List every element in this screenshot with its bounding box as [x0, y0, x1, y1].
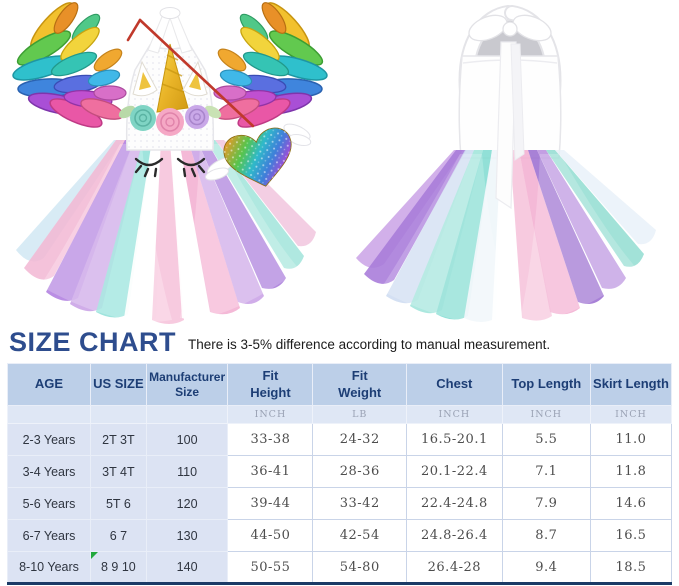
front-dress-image	[12, 0, 331, 324]
table-cell: 8-10 Years	[7, 551, 91, 584]
table-cell: 7.9	[501, 487, 591, 520]
column-header: Fit Weight	[312, 363, 408, 406]
table-cell: 24-32	[312, 423, 408, 456]
table-cell: 11.8	[589, 455, 673, 488]
halter-straps	[147, 7, 193, 54]
measurement-note: There is 3-5% difference according to ma…	[188, 337, 551, 352]
unit-cell	[7, 405, 91, 424]
product-images	[12, 0, 656, 324]
unicorn-ears	[132, 60, 208, 97]
unit-cell	[90, 405, 147, 424]
table-cell: 100	[145, 423, 229, 456]
table-cell: 26.4-28	[406, 551, 503, 584]
sequin-heart-purse	[223, 127, 292, 187]
table-cell: 120	[145, 487, 229, 520]
unit-cell: INCH	[589, 405, 673, 424]
table-row: 8-10 Years 8 9 10 140 50-55 54-80 26.4-28 9.4 1…	[7, 551, 673, 584]
table-row: 6-7 Years 6 7 130 44-50 42-54 24.8-26.4 8.7 16.…	[7, 519, 673, 552]
unit-cell: INCH	[406, 405, 503, 424]
flower-crown	[118, 105, 222, 136]
unit-cell: INCH	[227, 405, 314, 424]
table-row: 2-3 Years 2T 3T 100 33-38 24-32 16.5-20.1 5.5 1…	[7, 423, 673, 456]
table-cell: 3T 4T	[90, 455, 147, 488]
table-cell: 5.5	[501, 423, 591, 456]
column-header: Chest	[406, 363, 503, 406]
corner-marker-icon	[91, 552, 98, 559]
table-cell: 7.1	[501, 455, 591, 488]
table-cell: 33-42	[312, 487, 408, 520]
table-cell: 6-7 Years	[7, 519, 91, 552]
table-cell: 28-36	[312, 455, 408, 488]
table-cell: 44-50	[227, 519, 314, 552]
back-sash-ribbon	[495, 41, 525, 210]
table-cell: 50-55	[227, 551, 314, 584]
table-cell: 33-38	[227, 423, 314, 456]
unit-cell: LB	[312, 405, 408, 424]
table-cell: 8 9 10	[90, 551, 147, 584]
size-chart-header: SIZE CHART There is 3-5% difference acco…	[9, 329, 671, 356]
table-cell: 3-4 Years	[7, 455, 91, 488]
rainbow-wings	[12, 0, 331, 134]
table-cell: 39-44	[227, 487, 314, 520]
table-cell: 9.4	[501, 551, 591, 584]
table-cell: 36-41	[227, 455, 314, 488]
table-cell: 11.0	[589, 423, 673, 456]
table-cell: 20.1-22.4	[406, 455, 503, 488]
column-header: Fit Height	[227, 363, 314, 406]
table-cell: 6 7	[90, 519, 147, 552]
closed-eyes	[134, 157, 206, 178]
unit-cell	[145, 405, 229, 424]
column-header: Skirt Length	[589, 363, 673, 406]
table-cell: 2-3 Years	[7, 423, 91, 456]
table-cell: 42-54	[312, 519, 408, 552]
table-cell: 130	[145, 519, 229, 552]
column-header: Top Length	[501, 363, 591, 406]
column-header: US SIZE	[90, 363, 147, 406]
table-cell: 24.8-26.4	[406, 519, 503, 552]
table-cell: 140	[145, 551, 229, 584]
size-chart-table: AGE US SIZE Manufacturer Size Fit Height Fit…	[7, 363, 673, 585]
table-cell: 2T 3T	[90, 423, 147, 456]
table-cell: 22.4-24.8	[406, 487, 503, 520]
back-bow	[468, 14, 552, 42]
table-cell: 5-6 Years	[7, 487, 91, 520]
header-row: AGE US SIZE Manufacturer Size Fit Height Fit…	[7, 363, 673, 406]
table-cell: 5T 6	[90, 487, 147, 520]
table-body: 2-3 Years 2T 3T 100 33-38 24-32 16.5-20.1 5.5 1…	[7, 423, 673, 584]
page-title: SIZE CHART	[9, 327, 176, 357]
table-cell: 18.5	[589, 551, 673, 584]
table-row: 3-4 Years 3T 4T 110 36-41 28-36 20.1-22.4 7.1 1…	[7, 455, 673, 488]
unit-cell: INCH	[501, 405, 591, 424]
table-cell: 16.5-20.1	[406, 423, 503, 456]
table-cell: 14.6	[589, 487, 673, 520]
table-cell: 110	[145, 455, 229, 488]
back-tutu-skirt	[356, 150, 656, 324]
unit-row: INCH LB INCH INCH INCH	[7, 405, 673, 424]
table-cell: 8.7	[501, 519, 591, 552]
table-row: 5-6 Years 5T 6 120 39-44 33-42 22.4-24.8 7.9 14…	[7, 487, 673, 520]
purse-strap	[126, 18, 255, 128]
table-cell: 54-80	[312, 551, 408, 584]
table-cell: 16.5	[589, 519, 673, 552]
back-dress-image	[356, 5, 656, 324]
column-header: AGE	[7, 363, 91, 406]
column-header: Manufacturer Size	[145, 363, 229, 406]
